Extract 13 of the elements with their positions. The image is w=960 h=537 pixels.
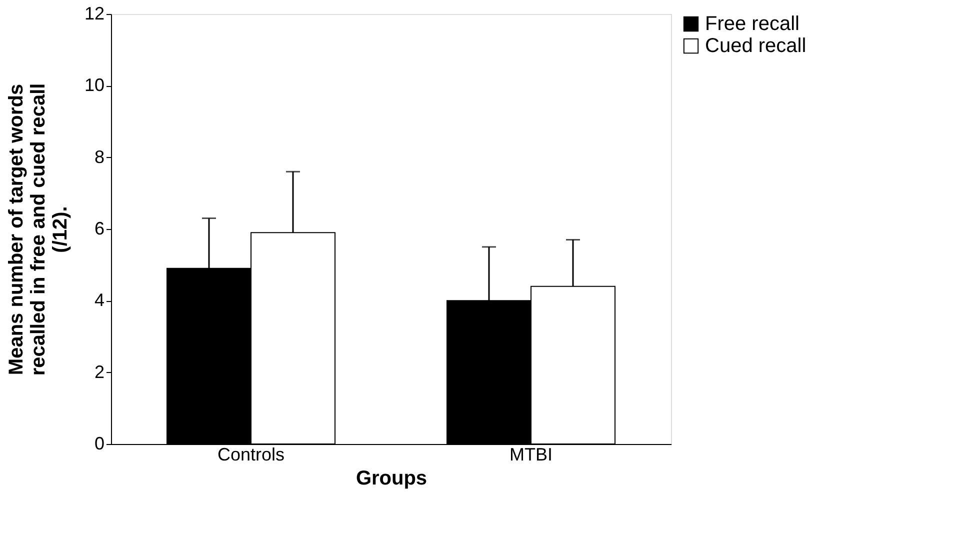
y-tick-label: 4 [94, 290, 104, 310]
legend-label: Cued recall [705, 35, 806, 57]
y-tick-label: 2 [94, 362, 104, 382]
y-tick-label: 0 [94, 434, 104, 454]
y-tick-label: 6 [94, 218, 104, 238]
y-tick-label: 12 [84, 4, 104, 24]
x-tick-label: Controls [217, 444, 285, 464]
x-axis-title: Groups [356, 468, 428, 490]
y-tick-label: 8 [94, 146, 104, 167]
y-tick-label: 10 [84, 75, 104, 96]
legend-label: Free recall [705, 13, 800, 35]
x-tick-label: MTBI [510, 444, 552, 464]
y-axis-title: Means number of target words recalled in free and cued recall (/12). [5, 83, 72, 376]
